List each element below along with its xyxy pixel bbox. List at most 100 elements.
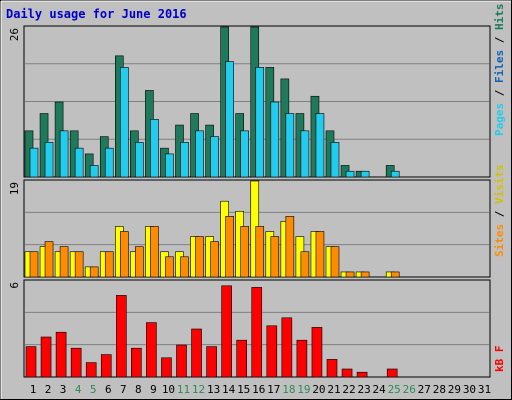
bar-sites	[59, 246, 69, 278]
y-axis-max-label: 19	[8, 182, 21, 195]
bar-kbytes	[356, 371, 368, 378]
bar-kbytes	[266, 325, 278, 378]
bar-files	[74, 147, 84, 178]
legend-sites-visits: Sites / Visits	[493, 164, 506, 257]
y-axis-max-label: 26	[8, 28, 21, 41]
bar-files	[104, 147, 114, 178]
bar-sites	[330, 246, 340, 278]
bar-kbytes	[131, 347, 142, 378]
bar-files	[345, 170, 355, 178]
bar-files	[285, 113, 295, 178]
bar-kbytes	[100, 354, 112, 378]
bar-files	[89, 165, 99, 178]
bar-sites	[180, 256, 189, 278]
x-tick-label: 19	[297, 383, 310, 396]
bar-files	[270, 101, 280, 178]
bar-sites	[345, 271, 355, 278]
x-tick-label: 8	[135, 383, 142, 396]
bar-sites	[89, 266, 99, 278]
bar-sites	[240, 226, 249, 278]
x-tick-label: 28	[433, 383, 446, 396]
bar-files	[330, 142, 340, 178]
bar-kbytes	[326, 359, 338, 378]
bar-sites	[255, 226, 265, 278]
legend-kbytes: kB F	[493, 346, 506, 373]
bar-kbytes	[191, 328, 202, 378]
bar-files	[195, 130, 204, 178]
bar-kbytes	[341, 368, 353, 378]
bar-sites	[360, 271, 370, 278]
x-tick-label: 2	[45, 383, 52, 396]
bar-sites	[210, 241, 219, 278]
bar-sites	[165, 256, 174, 278]
x-tick-label: 24	[373, 383, 387, 396]
bar-kbytes	[281, 317, 293, 378]
bar-kbytes	[176, 344, 187, 378]
x-tick-label: 27	[418, 383, 431, 396]
bar-files	[300, 130, 310, 178]
x-tick-label: 31	[478, 383, 491, 396]
x-tick-label: 14	[222, 383, 236, 396]
bar-files	[240, 130, 249, 178]
bar-files	[120, 67, 129, 178]
bar-sites	[270, 236, 280, 278]
bar-files	[135, 142, 144, 178]
bar-kbytes	[116, 295, 127, 378]
x-tick-label: 18	[282, 383, 295, 396]
bar-files	[225, 61, 234, 178]
bar-kbytes	[85, 362, 97, 378]
x-tick-label: 11	[177, 383, 190, 396]
bar-files	[44, 142, 54, 178]
bar-kbytes	[311, 327, 323, 378]
bar-files	[360, 170, 370, 178]
bar-kbytes	[40, 336, 52, 378]
bar-kbytes	[25, 346, 37, 378]
x-tick-label: 12	[192, 383, 205, 396]
x-tick-label: 15	[237, 383, 250, 396]
bar-kbytes	[296, 339, 308, 378]
x-tick-label: 16	[252, 383, 265, 396]
chart-title: Daily usage for June 2016	[6, 7, 187, 21]
x-tick-label: 13	[207, 383, 220, 396]
bar-kbytes	[55, 331, 67, 378]
bar-files	[315, 113, 325, 178]
x-tick-label: 3	[60, 383, 67, 396]
bar-files	[255, 67, 265, 178]
bar-sites	[195, 236, 204, 278]
bar-sites	[44, 241, 54, 278]
x-tick-label: 25	[388, 383, 401, 396]
bar-sites	[135, 246, 144, 278]
bar-kbytes	[236, 339, 247, 378]
bar-sites	[104, 251, 114, 278]
bar-kbytes	[386, 368, 398, 378]
bar-kbytes	[161, 357, 172, 378]
bar-files	[210, 136, 219, 178]
bar-sites	[285, 216, 295, 278]
bar-sites	[315, 231, 325, 278]
bar-kbytes	[206, 346, 217, 378]
x-tick-label: 9	[150, 383, 157, 396]
x-tick-label: 17	[267, 383, 280, 396]
x-tick-label: 10	[162, 383, 175, 396]
x-tick-label: 6	[105, 383, 112, 396]
bar-files	[59, 130, 69, 178]
bar-sites	[150, 226, 159, 278]
x-tick-label: 7	[120, 383, 127, 396]
legend-hits-files-pages: Pages / Files / Hits	[493, 4, 506, 137]
x-tick-label: 4	[75, 383, 82, 396]
bar-sites	[225, 216, 234, 278]
bar-files	[29, 147, 39, 178]
x-tick-label: 20	[312, 383, 325, 396]
x-tick-label: 22	[342, 383, 355, 396]
bar-files	[390, 170, 400, 178]
bar-files	[180, 142, 189, 178]
x-tick-label: 23	[357, 383, 370, 396]
bar-kbytes	[70, 347, 82, 378]
bar-files	[165, 153, 174, 178]
bar-kbytes	[146, 322, 157, 378]
bar-sites	[29, 251, 39, 278]
bar-sites	[120, 231, 129, 278]
x-tick-label: 5	[90, 383, 97, 396]
